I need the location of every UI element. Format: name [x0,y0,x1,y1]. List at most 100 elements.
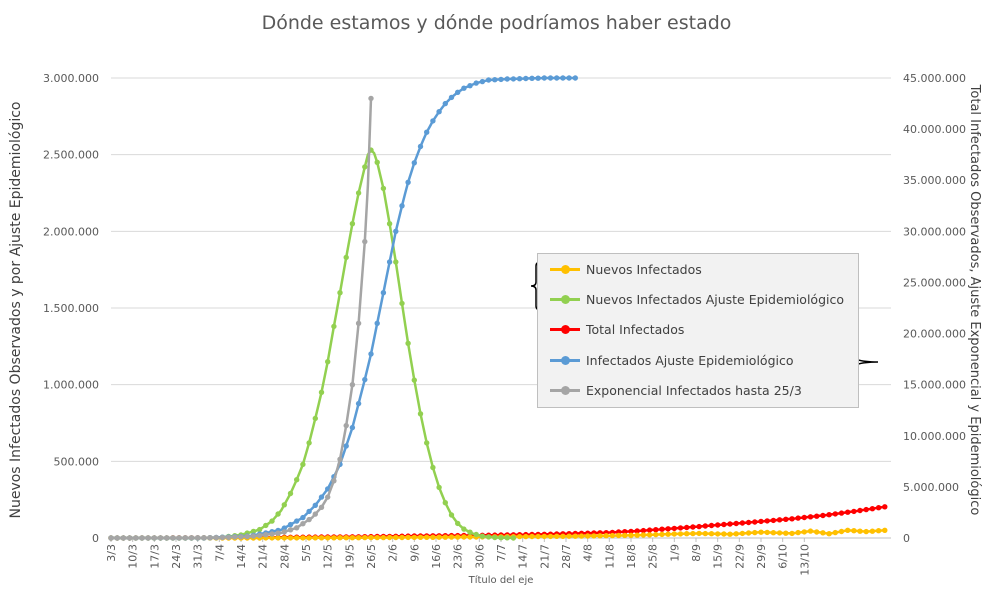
data-point [331,323,337,330]
x-tick-label: 21/4 [257,544,270,569]
data-point [442,500,448,506]
data-point [294,518,300,524]
data-point [461,85,467,91]
data-point [207,535,213,541]
data-point [863,506,869,513]
data-point [597,533,603,539]
x-tick-label: 8/9 [690,544,703,562]
data-point [814,529,820,535]
data-point [485,77,492,83]
x-axis-label: Título del eje [468,575,534,586]
data-point [510,76,517,82]
data-point [801,529,807,535]
data-point [572,533,578,539]
data-point [882,504,888,510]
data-point [770,517,777,524]
data-point [219,534,226,541]
data-point [250,528,257,535]
data-point [300,521,306,527]
data-point [256,532,263,539]
data-point [875,528,882,534]
data-point [424,534,430,540]
data-point [745,519,752,526]
data-point [615,532,622,539]
data-point [696,523,702,530]
data-point [851,508,857,515]
data-point [845,527,851,533]
data-point [516,533,523,540]
y-left-tick-label: 0 [92,532,99,545]
data-point [349,221,356,227]
x-tick-label: 6/10 [777,544,790,569]
data-point [355,535,362,541]
data-point [560,75,566,81]
chart-title: Dónde estamos y dónde podríamos haber es… [261,12,732,34]
data-point [349,535,356,541]
data-point [368,351,374,357]
legend-item-total-infectados: Total Infectados [550,319,684,339]
data-point [374,320,380,326]
data-point [461,534,467,540]
data-point [826,531,832,537]
x-tick-label: 23/6 [452,544,465,569]
y-left-tick-label: 3.000.000 [43,72,99,85]
data-point [368,534,374,541]
data-point [814,513,820,519]
data-point [869,528,876,534]
legend-label: Nuevos Infectados Ajuste Epidemiológico [586,291,844,307]
data-point [795,529,801,536]
data-point [665,531,671,537]
data-point [789,530,795,537]
data-point [764,529,770,536]
data-point [436,109,442,115]
data-point [758,529,764,535]
data-point [659,531,665,538]
legend-label: Infectados Ajuste Epidemiológico [586,352,794,368]
data-point [355,320,362,326]
data-point [863,528,869,535]
y-left-tick-label: 500.000 [54,455,100,468]
data-point [851,528,857,534]
series-1 [108,147,517,541]
data-point [875,505,882,511]
data-point [529,75,535,82]
data-point [739,530,746,537]
x-tick-label: 10/3 [127,544,140,569]
x-tick-label: 7/4 [213,544,226,562]
data-point [386,259,393,265]
data-point [108,535,114,541]
data-point [399,203,405,209]
data-point [405,534,411,541]
x-tick-label: 3/3 [105,544,118,562]
data-point [393,259,399,265]
data-point [715,531,721,537]
data-point [492,534,498,541]
data-point [355,190,362,196]
data-point [263,532,269,538]
x-tick-label: 28/7 [560,544,573,569]
data-point [882,527,888,533]
data-point [634,532,640,538]
data-point [182,535,188,541]
data-point [541,533,547,540]
data-point [708,522,715,529]
data-point [300,535,306,541]
data-point [696,530,702,537]
data-point [857,528,863,534]
data-point [523,75,529,82]
data-point [133,535,139,541]
data-point [380,290,387,296]
data-point [646,532,653,538]
data-point [770,530,777,536]
data-point [510,535,517,541]
y-right-tick-label: 35.000.000 [903,174,966,187]
data-point [318,389,325,395]
data-point [442,534,448,540]
data-point [349,424,356,431]
data-point [343,422,349,429]
legend-swatch [550,355,580,365]
data-point [188,535,195,541]
data-point [783,530,789,536]
y-right-tick-label: 20.000.000 [903,328,966,341]
